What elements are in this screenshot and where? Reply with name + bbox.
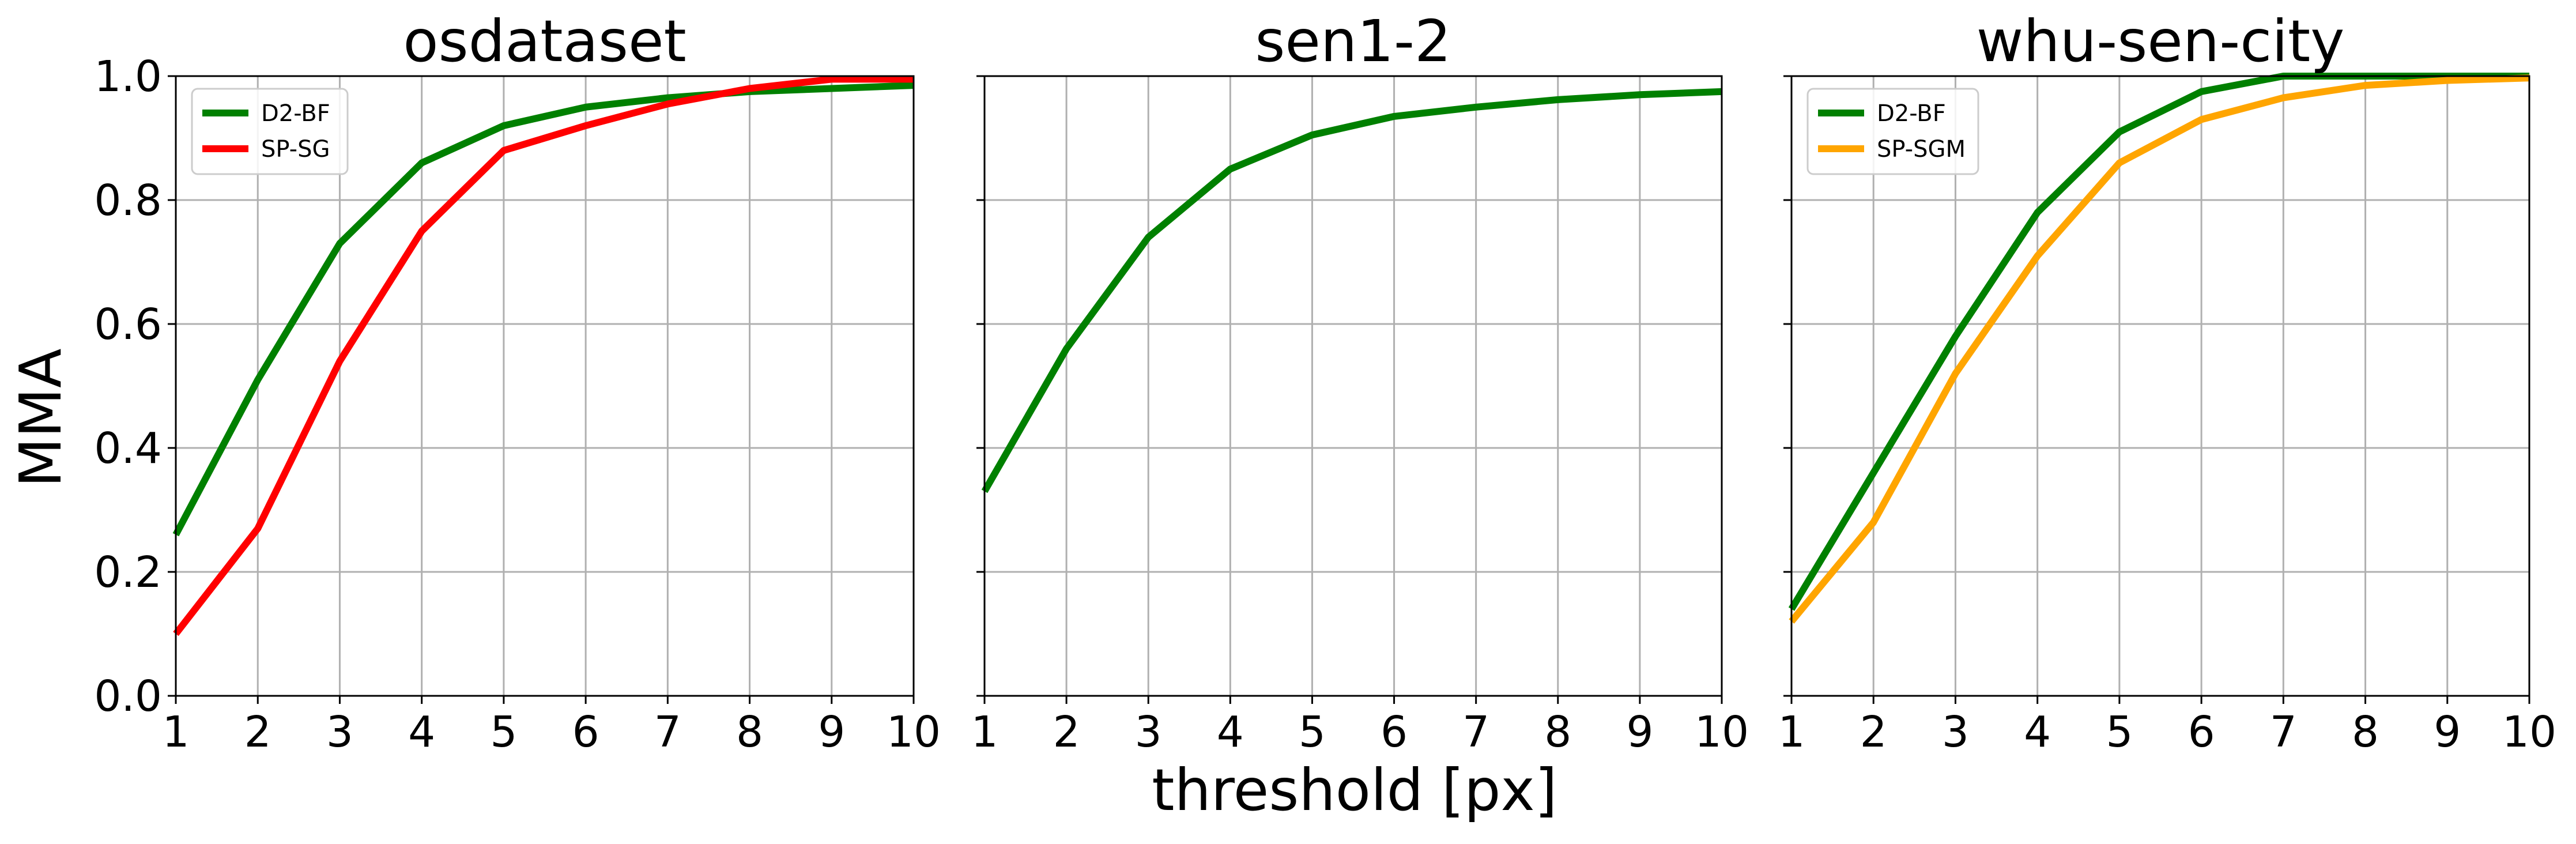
x-tick-label: 7 (2270, 707, 2297, 757)
x-tick-label: 2 (1053, 707, 1080, 757)
x-tick-label: 1 (162, 707, 189, 757)
legend: D2-BF SP-SGM (1806, 88, 1979, 175)
x-tick-label: 9 (2434, 707, 2461, 757)
series-line-sp-sgm (1789, 74, 2530, 624)
x-tick-label: 9 (818, 707, 845, 757)
x-tick-label: 2 (244, 707, 271, 757)
y-tick-label: 0.0 (94, 672, 162, 721)
legend: D2-BF SP-SG (191, 88, 349, 175)
y-tick-label: 0.4 (94, 424, 162, 473)
x-tick-label: 4 (2024, 707, 2051, 757)
plot-frame (1790, 75, 2530, 697)
legend-entry-label: SP-SGM (1877, 136, 1966, 163)
figure-ylabel: MMA (7, 349, 74, 488)
x-tick-label: 1 (1778, 707, 1805, 757)
x-tick-label: 3 (1135, 707, 1162, 757)
x-tick-label: 6 (572, 707, 599, 757)
chart-panel-3: 1 2 3 4 5 6 7 8 9 10 whu-sen-city D2-BF SP-SGM (1778, 7, 2556, 757)
legend-entry-label: SP-SG (261, 136, 330, 163)
panel-title: sen1-2 (1255, 7, 1451, 75)
x-tick-label: 5 (2106, 707, 2133, 757)
x-tick-label: 3 (1942, 707, 1969, 757)
x-tick-label: 4 (1217, 707, 1244, 757)
x-tick-label: 8 (2352, 707, 2379, 757)
x-tick-label: 6 (1381, 707, 1408, 757)
x-tick-label: 10 (887, 707, 941, 757)
x-tick-label: 5 (1299, 707, 1326, 757)
plot-frame (983, 75, 1723, 697)
chart-panels: 1 2 3 4 5 6 7 8 9 10 0.0 0.2 0.4 0.6 0.8 1.0 osdataset D2… (94, 7, 2556, 757)
y-tick-label: 0.6 (94, 300, 162, 349)
x-tick-label: 1 (971, 707, 998, 757)
y-tick-label: 0.2 (94, 548, 162, 597)
x-tick-label: 9 (1626, 707, 1653, 757)
chart-panel-1: 1 2 3 4 5 6 7 8 9 10 0.0 0.2 0.4 0.6 0.8 1.0 osdataset D2… (94, 7, 941, 757)
legend-entry-label: D2-BF (1877, 100, 1946, 127)
x-tick-label: 7 (654, 707, 681, 757)
series-line-series-1 (981, 88, 1722, 493)
legend-entry-label: D2-BF (261, 100, 330, 127)
y-tick-label: 1.0 (94, 52, 162, 101)
series-line-d2-bf (172, 82, 914, 537)
plot-frame (175, 75, 915, 697)
figure-xlabel: threshold [px] (1152, 756, 1557, 824)
y-tick-label: 0.8 (94, 176, 162, 225)
x-tick-label: 4 (408, 707, 435, 757)
x-tick-label: 2 (1860, 707, 1887, 757)
panel-title: osdataset (403, 7, 686, 75)
x-tick-label: 8 (736, 707, 763, 757)
x-tick-label: 6 (2188, 707, 2215, 757)
panel-title: whu-sen-city (1977, 7, 2345, 75)
x-tick-label: 7 (1462, 707, 1489, 757)
x-tick-label: 10 (1695, 707, 1749, 757)
chart-panel-2: 1 2 3 4 5 6 7 8 9 10 sen1-2 (971, 7, 1749, 757)
x-tick-label: 3 (326, 707, 353, 757)
x-tick-label: 8 (1544, 707, 1571, 757)
x-tick-label: 10 (2502, 707, 2556, 757)
series-line-sp-sg (173, 76, 914, 636)
x-tick-label: 5 (490, 707, 517, 757)
